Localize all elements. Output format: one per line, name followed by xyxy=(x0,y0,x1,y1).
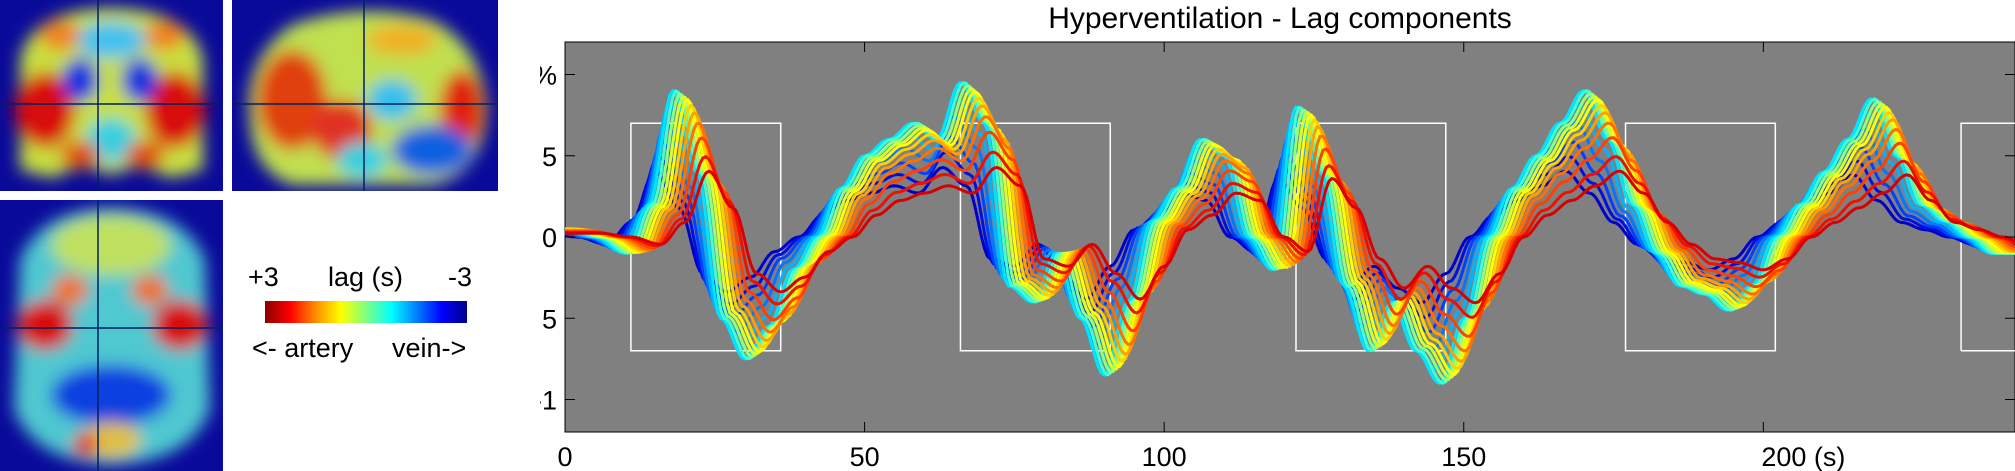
breathing-block-5 xyxy=(1960,122,2015,352)
series-line-15 xyxy=(565,150,2015,319)
colorbar-label-center: lag (s) xyxy=(328,262,404,292)
series-line-14 xyxy=(565,130,2015,338)
series-line-7 xyxy=(565,81,2015,385)
series-line-16 xyxy=(565,166,2015,305)
brain-map-coronal xyxy=(0,0,223,191)
lag-components-chart: Hyperventilation - Lag components 1% 0.5 0… xyxy=(540,2,2015,471)
colorbar-caption-vein: vein-> xyxy=(392,333,467,363)
y-tick-label: 0 xyxy=(542,223,557,253)
brain-map-axial xyxy=(0,200,223,471)
breathing-block-2 xyxy=(959,122,1111,352)
series-line-6 xyxy=(564,81,2015,385)
x-tick-label: 50 xyxy=(850,442,880,471)
series-line-8 xyxy=(565,84,2015,382)
breathing-blocks xyxy=(630,122,2015,352)
colorbar-label-right: -3 xyxy=(448,262,473,292)
colorbar-label-left: +3 xyxy=(248,262,279,292)
brain-map-sagittal xyxy=(232,0,498,191)
chart-title: Hyperventilation - Lag components xyxy=(1048,2,1512,35)
y-tick-label: 1% xyxy=(540,61,557,91)
series-lines xyxy=(564,81,2015,385)
y-tick-label: -1 xyxy=(540,386,557,416)
x-tick-label: 100 xyxy=(1142,442,1187,471)
breathing-block-3 xyxy=(1295,122,1447,352)
x-tick-label: 0 xyxy=(557,442,572,471)
x-tick-label: 150 xyxy=(1441,442,1486,471)
y-tick-label: -0.5 xyxy=(540,304,557,334)
breathing-block-4 xyxy=(1624,122,1777,352)
colorbar xyxy=(265,301,467,323)
y-tick-label: 0.5 xyxy=(540,142,557,172)
colorbar-caption-artery: <- artery xyxy=(252,333,354,363)
x-tick-label: 200 (s) xyxy=(1761,442,1845,471)
breathing-block-1 xyxy=(630,122,782,352)
